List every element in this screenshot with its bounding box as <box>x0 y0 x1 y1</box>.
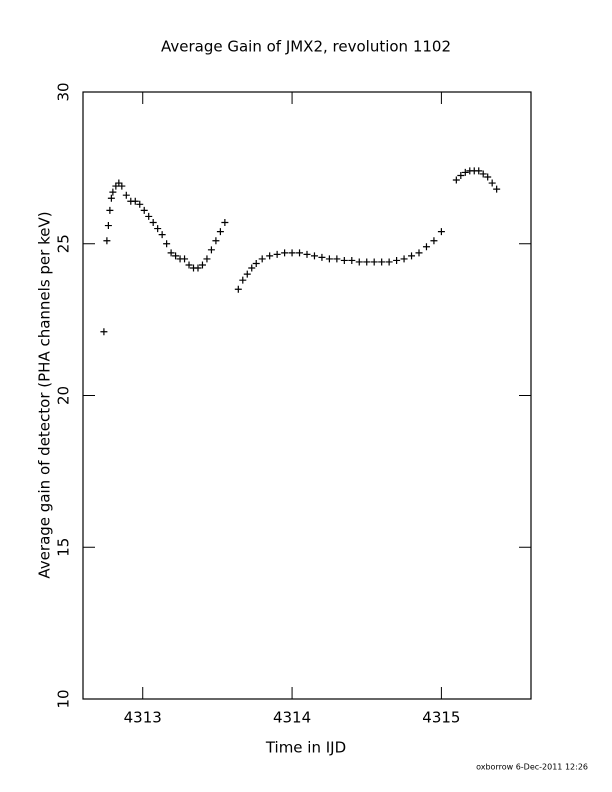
point <box>122 191 130 199</box>
point <box>475 167 483 175</box>
y-tick-label: 20 <box>55 386 73 405</box>
point <box>363 258 371 266</box>
point <box>109 188 117 196</box>
point <box>185 261 193 269</box>
point <box>167 249 175 257</box>
point <box>239 276 247 284</box>
point <box>493 185 501 193</box>
point <box>221 219 229 227</box>
point <box>484 173 492 181</box>
point <box>437 228 445 236</box>
point <box>112 182 120 190</box>
point <box>333 255 341 263</box>
point <box>318 253 326 261</box>
point <box>104 222 112 230</box>
point <box>118 182 126 190</box>
point <box>422 243 430 251</box>
point <box>273 250 281 258</box>
point <box>325 255 333 263</box>
point <box>457 171 465 179</box>
point <box>163 240 171 248</box>
point <box>103 237 111 245</box>
point <box>393 256 401 264</box>
x-tick-label: 4315 <box>422 709 460 727</box>
point <box>296 249 304 257</box>
point <box>212 237 220 245</box>
point <box>234 285 242 293</box>
point <box>131 197 139 205</box>
point <box>198 261 206 269</box>
point <box>149 219 157 227</box>
footer: oxborrow 6-Dec-2011 12:26 <box>476 763 588 772</box>
point <box>207 246 215 254</box>
point <box>348 256 356 264</box>
point <box>370 258 378 266</box>
point <box>452 176 460 184</box>
chart-title: Average Gain of JMX2, revolution 1102 <box>161 38 451 56</box>
point <box>136 200 144 208</box>
point <box>430 237 438 245</box>
point <box>181 255 189 263</box>
point <box>100 328 108 336</box>
y-axis-label: Average gain of detector (PHA channels p… <box>36 211 54 578</box>
point <box>203 255 211 263</box>
point <box>378 258 386 266</box>
y-tick-label: 10 <box>55 689 73 708</box>
point <box>243 270 251 278</box>
y-tick-label: 15 <box>55 538 73 557</box>
point <box>248 264 256 272</box>
point <box>479 170 487 178</box>
point <box>115 179 123 187</box>
plot-frame <box>82 91 532 700</box>
point <box>252 259 260 267</box>
point <box>488 179 496 187</box>
point <box>408 252 416 260</box>
point <box>194 264 202 272</box>
point <box>340 256 348 264</box>
point <box>385 258 393 266</box>
point <box>216 228 224 236</box>
point <box>266 252 274 260</box>
y-tick-label: 30 <box>55 82 73 101</box>
point <box>400 255 408 263</box>
x-axis-label: Time in IJD <box>265 739 346 757</box>
point <box>154 225 162 233</box>
x-tick-label: 4314 <box>273 709 311 727</box>
point <box>172 252 180 260</box>
point <box>281 249 289 257</box>
point <box>106 206 114 214</box>
point <box>145 212 153 220</box>
point <box>140 206 148 214</box>
point <box>303 250 311 258</box>
point <box>107 194 115 202</box>
point <box>288 249 296 257</box>
point <box>310 252 318 260</box>
point <box>258 255 266 263</box>
y-tick-label: 25 <box>55 234 73 253</box>
x-tick-label: 4313 <box>124 709 162 727</box>
point <box>355 258 363 266</box>
point <box>158 231 166 239</box>
point <box>415 249 423 257</box>
point <box>461 168 469 176</box>
